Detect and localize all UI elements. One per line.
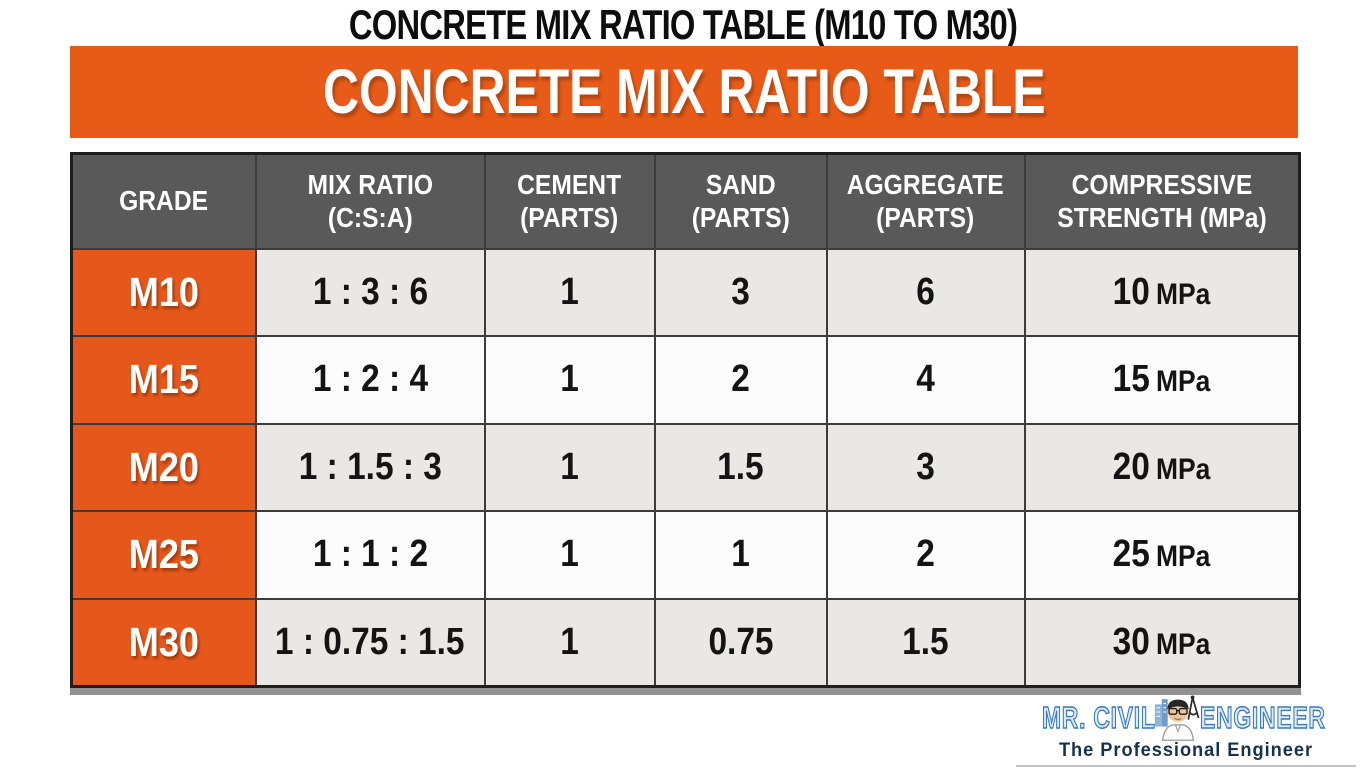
header-row: GRADE MIX RATIO (C:S:A) CEMENT (PARTS) SAN… bbox=[70, 152, 1301, 250]
mix-ratio-cell: 1 : 2 : 4 bbox=[254, 335, 486, 425]
page-title: CONCRETE MIX RATIO TABLE (M10 TO M30) bbox=[348, 1, 1018, 48]
sand-cell: 1.5 bbox=[653, 422, 828, 512]
header-compressive-strength: COMPRESSIVE STRENGTH (MPa) bbox=[1023, 152, 1301, 250]
aggregate-cell: 6 bbox=[825, 247, 1026, 337]
mix-ratio-table: GRADE MIX RATIO (C:S:A) CEMENT (PARTS) SAN… bbox=[70, 152, 1301, 688]
banner: CONCRETE MIX RATIO TABLE bbox=[70, 46, 1298, 138]
engineer-avatar-icon bbox=[1154, 695, 1200, 741]
mix-ratio-cell: 1 : 3 : 6 bbox=[254, 247, 486, 337]
header-grade: GRADE bbox=[70, 152, 257, 250]
strength-cell: 10 MPa bbox=[1023, 247, 1301, 337]
logo-tagline: The Professional Engineer bbox=[1058, 740, 1314, 761]
logo-word-left: MR. CIVIL bbox=[1042, 699, 1156, 735]
cement-cell: 1 bbox=[483, 247, 656, 337]
mix-ratio-table-wrap: GRADE MIX RATIO (C:S:A) CEMENT (PARTS) SAN… bbox=[70, 152, 1301, 688]
logo-word-right: ENGINEER bbox=[1199, 699, 1326, 735]
grade-cell: M15 bbox=[70, 335, 257, 425]
mix-ratio-cell: 1 : 0.75 : 1.5 bbox=[254, 597, 486, 687]
header-mix-ratio: MIX RATIO (C:S:A) bbox=[254, 152, 486, 250]
grade-cell: M10 bbox=[70, 247, 257, 337]
aggregate-cell: 4 bbox=[825, 335, 1026, 425]
table-row-m10: M10 1 : 3 : 6 1 3 6 10 MPa bbox=[70, 247, 1301, 337]
sand-cell: 3 bbox=[653, 247, 828, 337]
sand-cell: 2 bbox=[653, 335, 828, 425]
table-row-m30: M30 1 : 0.75 : 1.5 1 0.75 1.5 30 MPa bbox=[70, 597, 1301, 687]
banner-title: CONCRETE MIX RATIO TABLE bbox=[322, 57, 1046, 127]
strength-cell: 25 MPa bbox=[1023, 510, 1301, 600]
table-row-m20: M20 1 : 1.5 : 3 1 1.5 3 20 MPa bbox=[70, 422, 1301, 512]
logo-underline bbox=[1016, 765, 1356, 767]
aggregate-cell: 3 bbox=[825, 422, 1026, 512]
sand-cell: 1 bbox=[653, 510, 828, 600]
header-sand: SAND (PARTS) bbox=[653, 152, 828, 250]
cement-cell: 1 bbox=[483, 510, 656, 600]
brand-logo-row: MR. CIVIL bbox=[1010, 694, 1362, 742]
aggregate-cell: 2 bbox=[825, 510, 1026, 600]
aggregate-cell: 1.5 bbox=[825, 597, 1026, 687]
strength-cell: 30 MPa bbox=[1023, 597, 1301, 687]
table-row-m15: M15 1 : 2 : 4 1 2 4 15 MPa bbox=[70, 335, 1301, 425]
grade-cell: M30 bbox=[70, 597, 257, 687]
sand-cell: 0.75 bbox=[653, 597, 828, 687]
strength-cell: 20 MPa bbox=[1023, 422, 1301, 512]
mix-ratio-cell: 1 : 1 : 2 bbox=[254, 510, 486, 600]
strength-cell: 15 MPa bbox=[1023, 335, 1301, 425]
brand-logo: MR. CIVIL bbox=[1010, 694, 1362, 768]
grade-cell: M20 bbox=[70, 422, 257, 512]
header-aggregate: AGGREGATE (PARTS) bbox=[825, 152, 1026, 250]
header-cement: CEMENT (PARTS) bbox=[483, 152, 656, 250]
grade-cell: M25 bbox=[70, 510, 257, 600]
cement-cell: 1 bbox=[483, 335, 656, 425]
cement-cell: 1 bbox=[483, 597, 656, 687]
cement-cell: 1 bbox=[483, 422, 656, 512]
mix-ratio-cell: 1 : 1.5 : 3 bbox=[254, 422, 486, 512]
table-row-m25: M25 1 : 1 : 2 1 1 2 25 MPa bbox=[70, 510, 1301, 600]
